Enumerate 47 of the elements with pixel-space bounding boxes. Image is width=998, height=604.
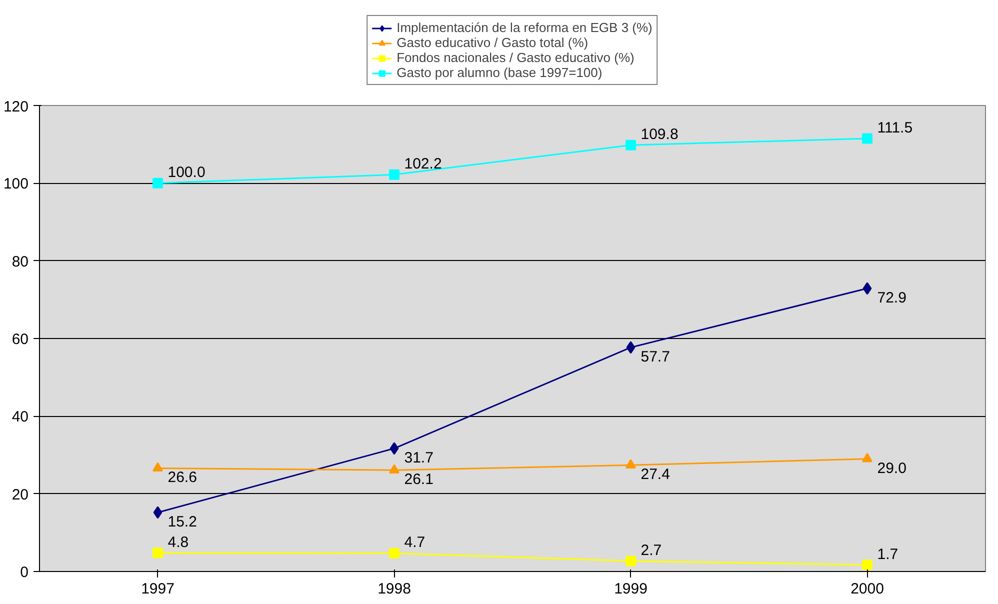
data-label: 72.9 bbox=[877, 289, 906, 306]
legend-label: Implementación de la reforma en EGB 3 (%) bbox=[396, 20, 652, 35]
point bbox=[390, 442, 399, 455]
point bbox=[152, 548, 163, 558]
point bbox=[626, 341, 636, 354]
point bbox=[153, 506, 162, 519]
point bbox=[862, 560, 872, 570]
point bbox=[152, 178, 163, 188]
y-tick-label: 120 bbox=[3, 98, 29, 116]
data-label: 4.7 bbox=[404, 534, 426, 552]
data-label: 4.8 bbox=[168, 534, 189, 551]
point bbox=[626, 556, 636, 566]
point bbox=[626, 140, 636, 150]
x-tick-label: 1998 bbox=[378, 580, 411, 598]
point bbox=[389, 169, 400, 180]
y-tick-label: 0 bbox=[20, 564, 28, 581]
data-label: 26.1 bbox=[404, 471, 434, 488]
data-label: 27.4 bbox=[640, 466, 670, 484]
data-label: 2.7 bbox=[640, 542, 662, 560]
data-label: 100.0 bbox=[168, 164, 206, 182]
point bbox=[389, 548, 400, 558]
y-tick-label: 60 bbox=[12, 331, 29, 348]
data-label: 26.6 bbox=[168, 469, 197, 486]
data-label: 31.7 bbox=[404, 449, 434, 466]
point bbox=[152, 462, 163, 472]
y-tick-label: 40 bbox=[12, 408, 29, 426]
legend-label: Fondos nacionales / Gasto educativo (%) bbox=[396, 50, 634, 65]
x-tick-label: 1999 bbox=[614, 580, 648, 598]
data-label: 1.7 bbox=[877, 546, 898, 563]
data-label: 15.2 bbox=[168, 513, 197, 530]
data-label: 57.7 bbox=[640, 348, 670, 366]
legend-label: Gasto educativo / Gasto total (%) bbox=[396, 35, 588, 50]
x-tick-label: 2000 bbox=[850, 580, 884, 598]
data-label: 111.5 bbox=[877, 120, 913, 137]
data-label: 29.0 bbox=[877, 460, 906, 477]
data-label: 102.2 bbox=[404, 156, 442, 173]
legend-label: Gasto por alumno (base 1997=100) bbox=[396, 65, 602, 80]
point bbox=[862, 282, 872, 295]
point bbox=[862, 452, 872, 462]
data-label: 109.8 bbox=[640, 126, 678, 144]
point bbox=[389, 464, 400, 474]
y-tick-label: 20 bbox=[12, 486, 29, 504]
x-tick-label: 1997 bbox=[141, 580, 174, 598]
point bbox=[862, 133, 872, 144]
y-tick-label: 100 bbox=[3, 176, 29, 193]
point bbox=[626, 459, 636, 468]
y-tick-label: 80 bbox=[12, 253, 29, 270]
